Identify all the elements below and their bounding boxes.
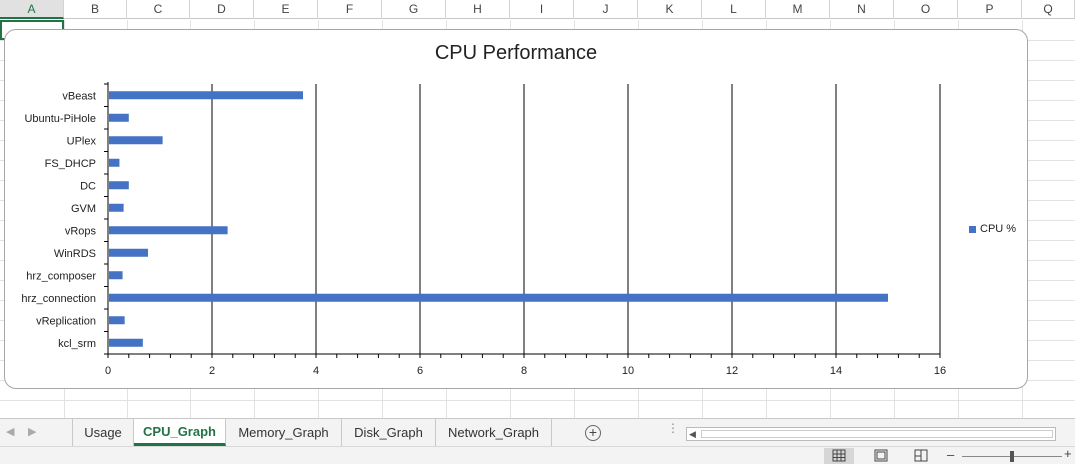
- category-label: GVM: [71, 203, 96, 215]
- category-label: DC: [80, 180, 96, 192]
- bar-fs-dhcp: [109, 158, 120, 167]
- zoom-slider-thumb[interactable]: [1010, 451, 1014, 462]
- bar-vbeast: [109, 91, 303, 100]
- category-label: vBeast: [62, 90, 96, 102]
- sheet-tab-memory-graph[interactable]: Memory_Graph: [226, 419, 342, 446]
- bar-vreplication: [109, 316, 125, 325]
- x-tick-label: 0: [105, 365, 111, 377]
- chart-plot: 0 2 4 6 8 10 12 14 16 vBeast Ubuntu-PiHole UPlex FS_…: [21, 82, 946, 377]
- category-label: WinRDS: [54, 248, 96, 260]
- bar-winrds: [109, 248, 149, 257]
- page-break-icon[interactable]: [906, 448, 936, 464]
- sheet-tab-disk-graph[interactable]: Disk_Graph: [342, 419, 436, 446]
- x-tick-label: 2: [209, 365, 215, 377]
- chart-legend: CPU %: [969, 223, 1016, 235]
- column-header-p[interactable]: P: [958, 0, 1022, 19]
- triangle-right-icon[interactable]: ▶: [28, 426, 37, 438]
- column-header-c[interactable]: C: [127, 0, 190, 19]
- category-label: vReplication: [36, 315, 96, 327]
- legend-swatch: [969, 225, 976, 233]
- column-header-j[interactable]: J: [574, 0, 638, 19]
- bar-ubuntu-pihole: [109, 113, 129, 122]
- category-label: UPlex: [67, 135, 97, 147]
- x-tick-label: 12: [726, 365, 738, 377]
- page-layout-icon[interactable]: [866, 448, 896, 464]
- column-header-h[interactable]: H: [446, 0, 510, 19]
- zoom-out-icon[interactable]: –: [947, 447, 955, 462]
- grid-row-line: [0, 400, 1075, 401]
- bar-uplex: [109, 136, 163, 145]
- bar-dc: [109, 181, 129, 190]
- bar-hrz-composer: [109, 271, 123, 280]
- tab-splitter-icon[interactable]: ⋮: [667, 421, 679, 435]
- x-tick-label: 6: [417, 365, 423, 377]
- bar-hrz-connection: [109, 293, 888, 302]
- column-header-f[interactable]: F: [318, 0, 382, 19]
- status-bar: – +: [0, 446, 1075, 464]
- bar-kcl-srm: [109, 338, 143, 347]
- x-tick-label: 4: [313, 365, 319, 377]
- category-label: hrz_composer: [26, 270, 96, 282]
- column-header-d[interactable]: D: [190, 0, 254, 19]
- bar-gvm: [109, 203, 124, 212]
- x-tick-label: 10: [622, 365, 634, 377]
- cpu-chart[interactable]: CPU Performance 0 2 4 6 8 10 12 14 16 vBeast Ubunt…: [4, 29, 1028, 389]
- x-tick-label: 8: [521, 365, 527, 377]
- sheet-tab-cpu-graph[interactable]: CPU_Graph: [134, 419, 226, 446]
- column-header-m[interactable]: M: [766, 0, 830, 19]
- column-header-b[interactable]: B: [64, 0, 127, 19]
- category-label: Ubuntu-PiHole: [24, 113, 96, 125]
- scrollbar-thumb[interactable]: [701, 430, 1053, 438]
- column-header-i[interactable]: I: [510, 0, 574, 19]
- column-header-g[interactable]: G: [382, 0, 446, 19]
- sheet-tab-network-graph[interactable]: Network_Graph: [436, 419, 552, 446]
- category-label: hrz_connection: [21, 293, 96, 305]
- sheet-tab-bar: ◀ ▶ Usage CPU_Graph Memory_Graph Disk_Graph…: [0, 418, 1075, 446]
- category-label: kcl_srm: [58, 338, 96, 350]
- sheet-tab-usage[interactable]: Usage: [72, 419, 134, 446]
- horizontal-scrollbar[interactable]: ◀: [686, 427, 1056, 441]
- chart-title: CPU Performance: [434, 42, 598, 64]
- category-label: FS_DHCP: [45, 158, 96, 170]
- x-tick-label: 16: [934, 365, 946, 377]
- triangle-left-icon[interactable]: ◀: [6, 426, 15, 438]
- x-tick-label: 14: [830, 365, 842, 377]
- column-header-q[interactable]: Q: [1022, 0, 1075, 19]
- column-header-a[interactable]: A: [0, 0, 64, 19]
- plus-circle-icon[interactable]: +: [585, 425, 601, 441]
- legend-label: CPU %: [980, 223, 1017, 235]
- grid-icon[interactable]: [824, 448, 854, 464]
- scroll-left-icon[interactable]: ◀: [689, 429, 696, 439]
- zoom-in-icon[interactable]: +: [1064, 446, 1072, 461]
- column-header-l[interactable]: L: [702, 0, 766, 19]
- column-header-k[interactable]: K: [638, 0, 702, 19]
- bar-vrops: [109, 226, 228, 235]
- column-header-o[interactable]: O: [894, 0, 958, 19]
- column-header-e[interactable]: E: [254, 0, 318, 19]
- column-header-n[interactable]: N: [830, 0, 894, 19]
- category-label: vRops: [65, 225, 97, 237]
